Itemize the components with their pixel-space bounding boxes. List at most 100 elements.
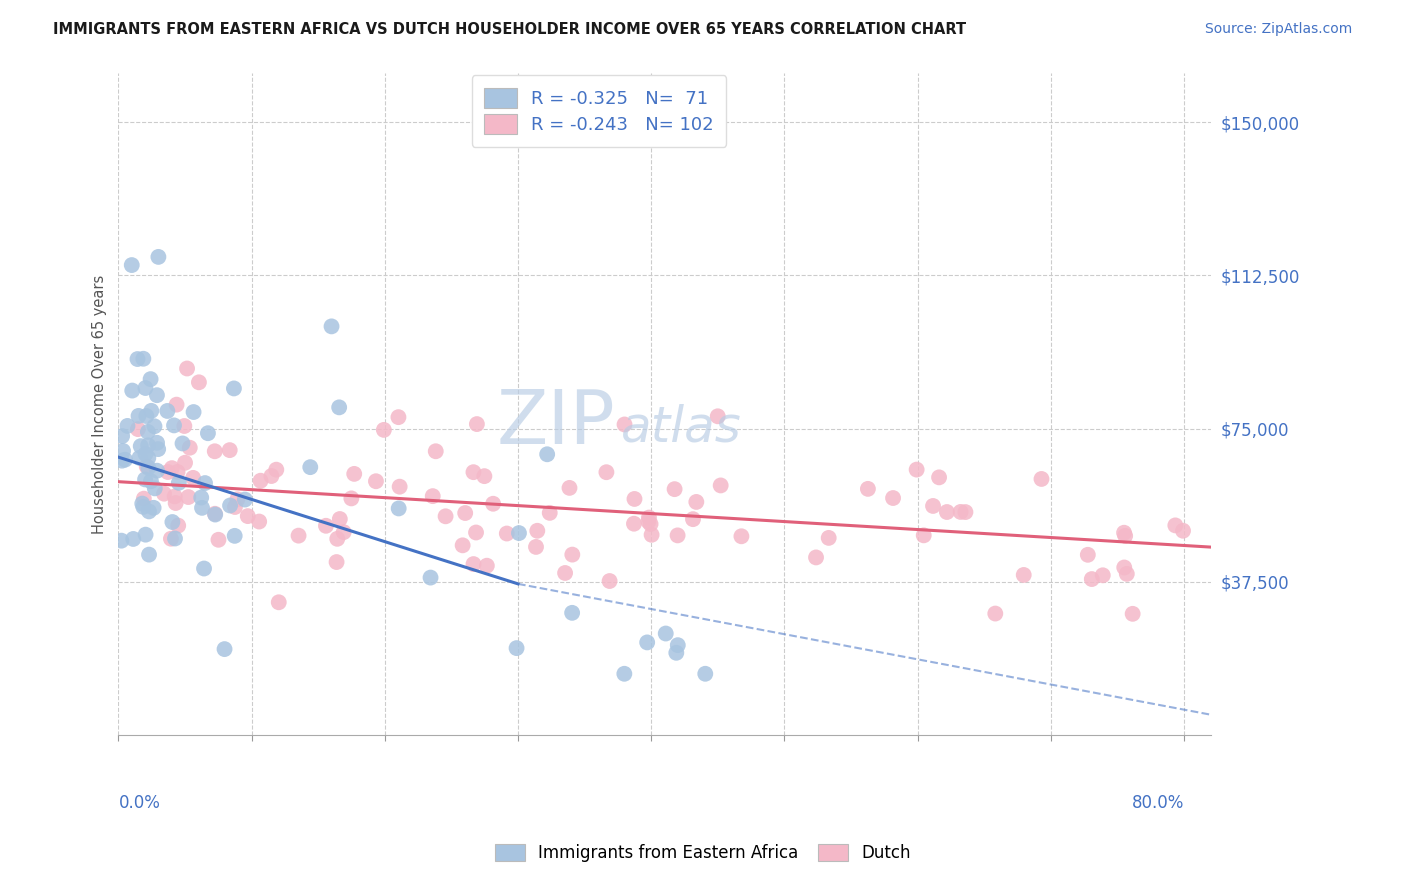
Point: [1091, 568, 1114, 582]
Text: atlas: atlas: [621, 403, 741, 451]
Point: [131, 497, 153, 511]
Point: [928, 470, 950, 484]
Text: 80.0%: 80.0%: [1132, 795, 1184, 813]
Point: [204, 507, 226, 521]
Point: [638, 510, 661, 524]
Point: [122, 532, 145, 546]
Point: [135, 527, 157, 541]
Text: Source: ZipAtlas.com: Source: ZipAtlas.com: [1205, 22, 1353, 37]
Point: [613, 417, 636, 432]
Point: [682, 512, 704, 526]
Point: [266, 463, 288, 477]
Point: [364, 475, 387, 489]
Point: [419, 571, 441, 585]
Legend: Immigrants from Eastern Africa, Dutch: Immigrants from Eastern Africa, Dutch: [486, 836, 920, 871]
Point: [387, 410, 409, 425]
Point: [463, 465, 485, 479]
Point: [710, 478, 733, 492]
Point: [148, 250, 170, 264]
Point: [326, 532, 349, 546]
Point: [451, 538, 474, 552]
Point: [912, 528, 935, 542]
Point: [817, 531, 839, 545]
Point: [166, 465, 188, 479]
Point: [142, 500, 165, 515]
Point: [482, 497, 505, 511]
Point: [1081, 572, 1104, 586]
Point: [730, 529, 752, 543]
Point: [146, 442, 169, 456]
Point: [174, 456, 197, 470]
Point: [804, 550, 827, 565]
Point: [146, 464, 169, 478]
Point: [623, 491, 645, 506]
Point: [905, 462, 928, 476]
Point: [222, 381, 245, 395]
Point: [136, 438, 159, 452]
Point: [136, 450, 159, 465]
Point: [1164, 518, 1187, 533]
Point: [524, 540, 547, 554]
Point: [156, 404, 179, 418]
Point: [1171, 524, 1194, 538]
Point: [1031, 472, 1053, 486]
Point: [332, 525, 354, 540]
Point: [388, 480, 411, 494]
Y-axis label: Householder Income Over 65 years: Householder Income Over 65 years: [93, 275, 107, 533]
Point: [613, 666, 636, 681]
Point: [193, 561, 215, 575]
Point: [207, 533, 229, 547]
Point: [135, 409, 157, 423]
Point: [214, 642, 236, 657]
Text: 0.0%: 0.0%: [118, 795, 160, 813]
Point: [204, 508, 226, 522]
Point: [139, 475, 162, 489]
Point: [156, 465, 179, 479]
Point: [143, 481, 166, 495]
Point: [640, 528, 662, 542]
Point: [636, 635, 658, 649]
Point: [183, 405, 205, 419]
Point: [1122, 607, 1144, 621]
Point: [134, 381, 156, 395]
Point: [111, 429, 134, 443]
Point: [134, 472, 156, 486]
Point: [666, 638, 689, 652]
Point: [160, 461, 183, 475]
Point: [343, 467, 366, 481]
Point: [117, 418, 139, 433]
Point: [329, 512, 352, 526]
Point: [173, 419, 195, 434]
Point: [176, 361, 198, 376]
Point: [138, 504, 160, 518]
Point: [191, 500, 214, 515]
Point: [561, 548, 583, 562]
Point: [321, 319, 343, 334]
Point: [1114, 560, 1136, 574]
Point: [197, 426, 219, 441]
Point: [219, 499, 242, 513]
Point: [163, 489, 186, 503]
Point: [922, 499, 945, 513]
Point: [561, 606, 583, 620]
Point: [299, 460, 322, 475]
Point: [1077, 548, 1099, 562]
Point: [425, 444, 447, 458]
Point: [110, 533, 132, 548]
Point: [328, 401, 350, 415]
Point: [132, 500, 155, 514]
Point: [129, 439, 152, 453]
Point: [935, 505, 957, 519]
Point: [260, 469, 283, 483]
Point: [136, 460, 159, 475]
Point: [224, 500, 246, 514]
Point: [249, 474, 271, 488]
Point: [508, 526, 530, 541]
Point: [422, 489, 444, 503]
Point: [224, 529, 246, 543]
Point: [340, 491, 363, 506]
Point: [143, 419, 166, 434]
Point: [325, 555, 347, 569]
Point: [595, 465, 617, 479]
Point: [163, 418, 186, 433]
